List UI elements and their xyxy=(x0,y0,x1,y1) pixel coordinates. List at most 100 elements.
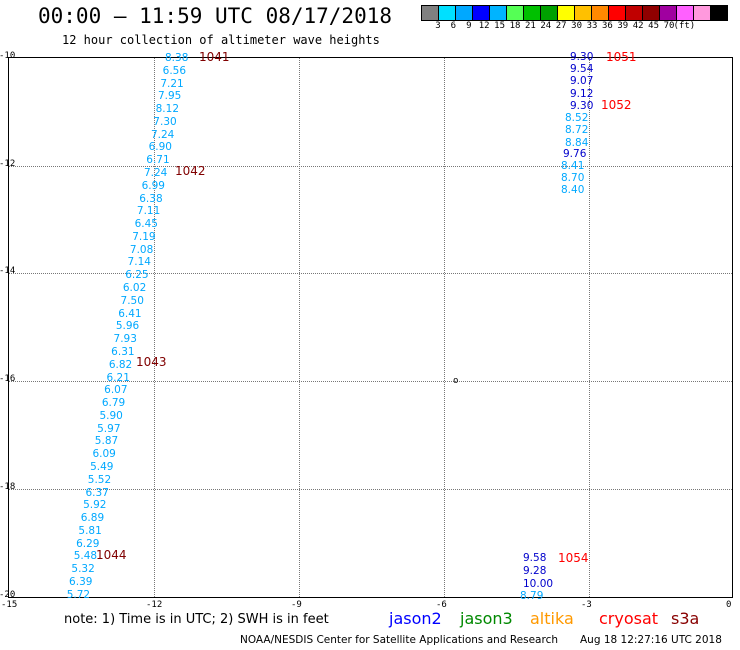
pass-time-label: 1044 xyxy=(96,548,127,562)
wave-height-label: 8.84 xyxy=(565,136,589,149)
wave-height-label: 8.79 xyxy=(520,590,544,602)
color-swatch xyxy=(659,5,677,21)
footer-timestamp: Aug 18 12:27:16 UTC 2018 xyxy=(580,634,722,646)
longitude-tick-label: -9 xyxy=(291,600,302,610)
grid-line-horizontal xyxy=(9,381,732,382)
color-swatch xyxy=(642,5,660,21)
wave-height-label: 9.30 xyxy=(570,99,594,112)
color-scale-label: 45 xyxy=(648,21,660,31)
wave-height-label: 9.12 xyxy=(570,87,594,100)
wave-height-label: 6.45 xyxy=(134,218,158,231)
map-subtitle: 12 hour collection of altimeter wave hei… xyxy=(62,33,380,47)
units-note: note: 1) Time is in UTC; 2) SWH is in fe… xyxy=(64,612,329,627)
island-marker: o xyxy=(453,376,459,386)
color-scale-label: 3 xyxy=(435,21,441,31)
wave-height-label: 7.08 xyxy=(129,243,154,256)
pass-time-label: 1041 xyxy=(199,50,230,64)
wave-height-label: 10.00 xyxy=(523,577,554,590)
wave-height-label: 7.24 xyxy=(143,167,168,180)
map-title: 00:00 – 11:59 UTC 08/17/2018 xyxy=(38,4,393,28)
color-scale-bar xyxy=(421,5,728,21)
latitude-tick-label: -12 xyxy=(0,159,16,169)
grid-line-vertical xyxy=(154,58,155,597)
wave-height-label: 9.76 xyxy=(563,148,587,160)
latitude-tick-label: -10 xyxy=(0,51,16,61)
color-scale-label: 24 xyxy=(540,21,552,31)
latitude-tick-label: -14 xyxy=(0,266,16,276)
latitude-tick-label: -20 xyxy=(0,590,16,600)
color-swatch xyxy=(591,5,609,21)
color-scale-label: 6 xyxy=(450,21,457,31)
color-scale-label: 33 xyxy=(586,21,598,31)
wave-height-label: 6.56 xyxy=(162,64,187,77)
pass-time-label: 1051 xyxy=(606,50,637,64)
color-scale-label: 30 xyxy=(571,21,583,31)
color-swatch xyxy=(455,5,473,21)
wave-height-label: 9.54 xyxy=(570,63,594,76)
color-swatch xyxy=(523,5,541,21)
wave-height-label: 9.58 xyxy=(523,552,547,564)
color-scale-label: 36 xyxy=(601,21,613,31)
color-swatch xyxy=(625,5,643,21)
wave-height-label: 5.49 xyxy=(90,460,114,473)
color-scale-label: 18 xyxy=(509,21,521,31)
footer-credit: NOAA/NESDIS Center for Satellite Applica… xyxy=(240,634,558,646)
wave-height-label: 6.21 xyxy=(106,371,130,384)
color-swatch xyxy=(693,5,711,21)
pass-time-label: 1054 xyxy=(558,551,589,565)
wave-height-label: 5.52 xyxy=(87,473,112,486)
map-plot-area xyxy=(8,57,733,598)
wave-height-label: 7.11 xyxy=(136,205,161,218)
longitude-tick-label: 0 xyxy=(726,600,732,610)
color-swatch xyxy=(574,5,592,21)
longitude-tick-label: -6 xyxy=(436,600,447,610)
wave-height-label: 9.30 xyxy=(570,51,594,63)
wave-height-label: 6.25 xyxy=(125,269,149,282)
longitude-tick-label: -3 xyxy=(581,600,592,610)
wave-height-label: 7.93 xyxy=(113,333,137,346)
wave-height-label: 5.87 xyxy=(94,435,119,448)
color-scale-label: 15 xyxy=(494,21,506,31)
wave-height-label: 6.37 xyxy=(85,486,109,499)
color-scale-label: 27 xyxy=(555,21,567,31)
wave-height-label: 5.90 xyxy=(99,409,123,422)
wave-height-label: 5.81 xyxy=(78,524,102,537)
wave-height-label: 6.09 xyxy=(92,448,116,461)
color-swatch xyxy=(489,5,507,21)
wave-height-label: 7.30 xyxy=(153,115,177,128)
color-swatch xyxy=(540,5,558,21)
latitude-tick-label: -18 xyxy=(0,482,16,492)
wave-height-label: 7.50 xyxy=(120,294,144,307)
wave-height-label: 6.71 xyxy=(146,154,170,167)
wave-height-label: 7.24 xyxy=(150,128,175,141)
wave-height-label: 6.82 xyxy=(108,358,133,371)
color-scale-label: 42 xyxy=(632,21,644,31)
wave-height-label: 6.31 xyxy=(111,345,135,358)
grid-line-horizontal xyxy=(9,489,732,490)
wave-height-label: 5.96 xyxy=(115,320,140,333)
color-swatch xyxy=(608,5,626,21)
wave-height-label: 8.72 xyxy=(565,124,589,137)
color-scale-label: (ft) xyxy=(673,21,696,31)
wave-height-label: 5.97 xyxy=(97,422,121,435)
color-scale-label: 9 xyxy=(466,21,472,31)
grid-line-horizontal xyxy=(9,273,732,274)
wave-height-label: 8.12 xyxy=(155,103,180,116)
latitude-tick-label: -16 xyxy=(0,374,16,384)
wave-height-label: 5.48 xyxy=(73,550,98,563)
wave-height-label: 8.70 xyxy=(561,172,585,185)
longitude-tick-label: -12 xyxy=(146,600,163,610)
wave-height-label: 6.29 xyxy=(76,537,100,550)
satellite-legend-jason3: jason3 xyxy=(460,609,513,628)
wave-height-label: 5.32 xyxy=(71,563,95,576)
color-swatch xyxy=(557,5,575,21)
wave-height-label: 9.28 xyxy=(523,564,547,577)
satellite-legend-s3a: s3a xyxy=(671,609,700,628)
color-scale-label: 70 xyxy=(663,21,675,31)
wave-height-label: 7.19 xyxy=(132,230,156,243)
wave-height-label: 6.07 xyxy=(104,384,128,397)
wave-height-label: 7.21 xyxy=(160,77,184,90)
wave-height-label: 8.41 xyxy=(561,160,585,172)
color-swatch xyxy=(710,5,728,21)
wave-height-label: 5.72 xyxy=(66,588,91,601)
